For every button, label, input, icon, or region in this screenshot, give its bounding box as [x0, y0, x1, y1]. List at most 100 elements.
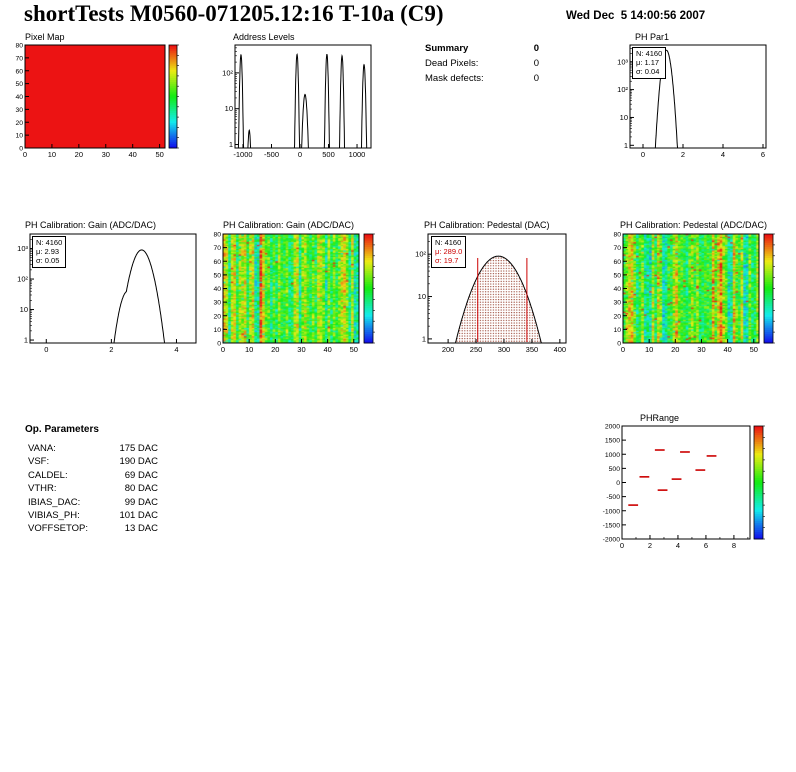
svg-text:10: 10 [225, 104, 233, 113]
svg-text:10²: 10² [222, 68, 233, 77]
svg-text:60: 60 [613, 259, 621, 266]
svg-text:10: 10 [418, 292, 426, 301]
svg-text:80: 80 [613, 232, 621, 239]
ph-range-chart: PHRange 0 2 4 6 8 2000 1500 1000 500 0 -500 -1000 -1… [594, 406, 794, 556]
svg-text:500: 500 [322, 150, 335, 159]
chart-title: Pixel Map [25, 32, 65, 42]
param-value: 13 DAC [124, 523, 158, 535]
pedestal-hist-axes: 200 250 300 350 400 1 10 10² [415, 233, 567, 354]
svg-text:20: 20 [213, 313, 221, 320]
address-levels-chart: Address Levels -1000 -500 0 500 1000 1 10 10² [214, 30, 386, 164]
svg-text:10: 10 [20, 305, 28, 314]
stat-n: N: 4160 [36, 238, 63, 247]
op-param-row: CALDEL: 69 DAC [25, 469, 158, 482]
svg-text:10³: 10³ [17, 244, 28, 253]
chart-title: PHRange [640, 413, 680, 423]
dead-pixels-value: 0 [533, 58, 539, 69]
svg-text:10³: 10³ [617, 57, 628, 66]
pixel-map-axes: 0 10 20 30 40 50 0 10 20 30 40 50 60 70 80 [15, 43, 179, 159]
svg-text:50: 50 [750, 345, 758, 354]
summary-header-row: Summary 0 [425, 41, 539, 56]
stats-box: N: 4160 μ: 1.17 σ: 0.04 [632, 47, 667, 79]
svg-text:80: 80 [15, 43, 23, 50]
svg-text:40: 40 [213, 286, 221, 293]
svg-text:20: 20 [75, 150, 83, 159]
chart-title: PH Calibration: Gain (ADC/DAC) [25, 220, 157, 230]
svg-text:-2000: -2000 [603, 537, 621, 544]
svg-text:40: 40 [15, 94, 23, 101]
svg-text:30: 30 [613, 300, 621, 307]
svg-text:50: 50 [213, 272, 221, 279]
svg-text:0: 0 [641, 150, 645, 159]
svg-text:20: 20 [671, 345, 679, 354]
svg-text:1: 1 [422, 334, 426, 343]
svg-text:1: 1 [229, 140, 233, 149]
svg-text:30: 30 [297, 345, 305, 354]
svg-text:1000: 1000 [605, 452, 620, 459]
svg-text:0: 0 [23, 150, 27, 159]
svg-text:10: 10 [245, 345, 253, 354]
svg-text:2: 2 [648, 541, 652, 550]
chart-title: PH Calibration: Gain (ADC/DAC) [223, 220, 355, 230]
stat-n: N: 4160 [636, 49, 663, 58]
param-value: 101 DAC [119, 510, 158, 522]
svg-text:30: 30 [697, 345, 705, 354]
svg-text:20: 20 [271, 345, 279, 354]
ph-range-axes: 0 2 4 6 8 2000 1500 1000 500 0 -500 -1000 -1500 -2000 [603, 424, 765, 550]
svg-text:-500: -500 [606, 494, 620, 501]
gain-hist-chart: PH Calibration: Gain (ADC/DAC) 0 2 4 1 10 10²… [6, 218, 210, 360]
chart-title: PH Calibration: Pedestal (ADC/DAC) [620, 220, 768, 230]
gain-map-chart: PH Calibration: Gain (ADC/DAC) 0 10 20 30 40… [198, 218, 384, 360]
stats-box: N: 4160 μ: 2.93 σ: 0.05 [32, 236, 67, 268]
svg-text:10: 10 [48, 150, 56, 159]
svg-text:10²: 10² [617, 85, 628, 94]
svg-text:10²: 10² [415, 250, 426, 259]
dead-pixels-label: Dead Pixels: [425, 58, 479, 69]
svg-text:2: 2 [109, 345, 113, 354]
svg-text:10²: 10² [17, 275, 28, 284]
svg-text:40: 40 [723, 345, 731, 354]
op-param-row: VTHR: 80 DAC [25, 482, 158, 495]
svg-text:-1500: -1500 [603, 522, 621, 529]
param-value: 175 DAC [119, 443, 158, 454]
summary-block: Summary 0 Dead Pixels: 0 Mask defects: 0 [425, 41, 539, 86]
ph-par1-axes: 0 2 4 6 1 10 10² 10³ [617, 44, 767, 159]
param-label: VIBIAS_PH: [28, 510, 80, 522]
svg-text:70: 70 [213, 245, 221, 252]
svg-text:10: 10 [620, 113, 628, 122]
svg-text:10: 10 [213, 327, 221, 334]
timestamp: Wed Dec 5 14:00:56 2007 [566, 10, 706, 22]
svg-text:30: 30 [15, 107, 23, 114]
stat-sigma: σ: 19.7 [435, 256, 459, 265]
svg-text:1500: 1500 [605, 438, 620, 445]
svg-text:60: 60 [15, 68, 23, 75]
op-param-row: VANA: 175 DAC [25, 442, 158, 455]
svg-text:300: 300 [498, 345, 511, 354]
op-param-row: IBIAS_DAC: 99 DAC [25, 496, 158, 509]
svg-text:0: 0 [19, 146, 23, 153]
mask-defects-value: 0 [533, 73, 539, 84]
stat-mu: μ: 2.93 [36, 247, 60, 256]
svg-text:200: 200 [442, 345, 455, 354]
svg-text:80: 80 [213, 232, 221, 239]
stat-mu: μ: 1.17 [636, 58, 660, 67]
svg-text:70: 70 [613, 245, 621, 252]
svg-text:0: 0 [620, 541, 624, 550]
svg-text:0: 0 [217, 341, 221, 348]
gain-map-canvas [223, 234, 359, 343]
pedestal-map-canvas [623, 234, 759, 343]
op-parameters-block: Op. Parameters VANA: 175 DAC VSF: 190 DA… [25, 424, 158, 536]
param-value: 80 DAC [124, 483, 158, 495]
svg-text:10: 10 [645, 345, 653, 354]
svg-text:0: 0 [616, 480, 620, 487]
stat-sigma: σ: 0.04 [636, 67, 660, 76]
stat-n: N: 4160 [435, 238, 462, 247]
param-label: VANA: [28, 443, 56, 454]
pedestal-map-chart: PH Calibration: Pedestal (ADC/DAC) 0 10 20… [598, 218, 794, 360]
param-value: 190 DAC [119, 456, 158, 468]
svg-text:-500: -500 [264, 150, 279, 159]
gain-hist-axes: 0 2 4 1 10 10² 10³ [17, 233, 197, 354]
svg-text:40: 40 [129, 150, 137, 159]
param-label: VSF: [28, 456, 50, 468]
